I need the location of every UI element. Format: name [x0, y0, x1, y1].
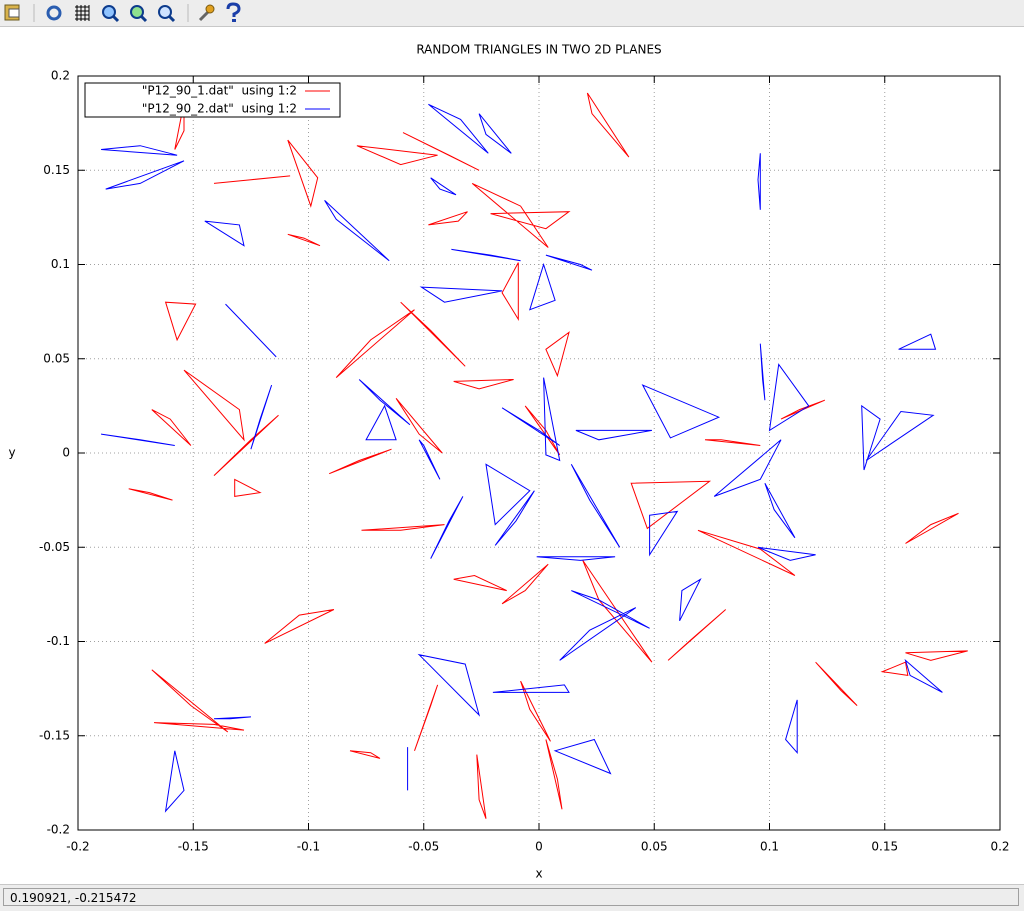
grid-button[interactable]: [75, 5, 90, 21]
x-tick-label: 0: [535, 840, 543, 854]
triangle-series: [128, 92, 968, 819]
triangle-series: [101, 103, 943, 813]
toolbar-icons: [4, 2, 241, 23]
y-tick-label: -0.15: [39, 728, 70, 742]
x-tick-label: 0.1: [760, 840, 779, 854]
x-tick-label: -0.15: [178, 840, 209, 854]
x-tick-label: 0.05: [641, 840, 668, 854]
cursor-coordinates: 0.190921, -0.215472: [3, 888, 1019, 906]
x-tick-label: -0.1: [297, 840, 320, 854]
autoscale-button[interactable]: [158, 5, 176, 23]
status-bar: 0.190921, -0.215472: [0, 884, 1024, 911]
replot-button[interactable]: [46, 5, 62, 21]
x-tick-label: -0.05: [408, 840, 439, 854]
y-tick-label: -0.1: [47, 634, 70, 648]
x-tick-label: 0.2: [990, 840, 1009, 854]
x-axis-label: x: [535, 867, 542, 881]
zoom-next-button[interactable]: [130, 5, 148, 23]
legend-label: "P12_90_1.dat" using 1:2: [142, 84, 297, 98]
legend-label: "P12_90_2.dat" using 1:2: [142, 102, 297, 116]
x-tick-label: 0.15: [871, 840, 898, 854]
zoom-prev-button[interactable]: [102, 5, 120, 23]
y-tick-label: 0.1: [51, 257, 70, 271]
y-tick-label: 0.05: [43, 351, 70, 365]
y-tick-label: -0.05: [39, 540, 70, 554]
chart-title: RANDOM TRIANGLES IN TWO 2D PLANES: [416, 43, 661, 57]
plot-area: RANDOM TRIANGLES IN TWO 2D PLANES x y -0…: [8, 43, 1009, 881]
y-tick-label: 0: [62, 446, 70, 460]
help-button[interactable]: [226, 2, 241, 22]
copy-button[interactable]: [4, 4, 20, 21]
config-button[interactable]: [198, 4, 215, 22]
y-axis-label: y: [8, 446, 15, 460]
x-tick-label: -0.2: [66, 840, 89, 854]
y-tick-label: 0.15: [43, 163, 70, 177]
toolbar: [0, 0, 1024, 27]
y-tick-label: -0.2: [47, 823, 70, 837]
plot-border: [77, 75, 1001, 831]
legend-box: [84, 82, 341, 118]
y-tick-label: 0.2: [51, 69, 70, 83]
